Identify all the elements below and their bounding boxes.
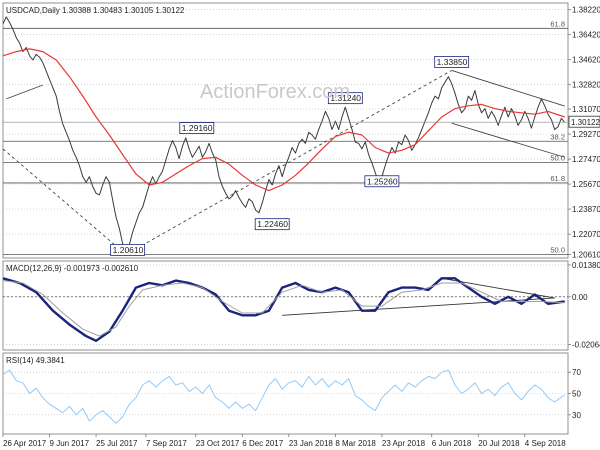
x-axis-tick-label: 9 Jun 2017 [50,439,90,448]
price-trend-line [6,84,44,100]
price-callout-label: 1.29160 [182,123,213,133]
rsi-panel-title: RSI(14) 49.3841 [6,356,65,365]
macd-ytick-label: 0.00 [572,293,588,302]
price-callout-label: 1.33850 [437,57,468,67]
price-callout-label: 1.31240 [330,93,361,103]
price-callout-box [179,122,215,134]
rsi-ytick-label: 30 [572,411,581,420]
fib-level-label: 38.2 [550,132,565,141]
current-price-label: 1.30122 [571,118,600,127]
macd-trend-line [282,297,555,316]
macd-ytick-label: -0.020648 [572,340,600,349]
price-ytick-label: 1.20610 [572,250,600,259]
price-callout-box [110,243,146,256]
price-ytick-label: 1.25670 [572,180,600,189]
x-axis-tick-label: 6 Dec 2017 [242,439,283,448]
price-ytick-label: 1.29270 [572,130,600,139]
price-callout-box [434,55,470,68]
fib-level-label: 61.8 [550,174,565,183]
price-panel-title: USDCAD,Daily 1.30388 1.30483 1.30105 1.3… [6,6,185,15]
price-trend-line [451,69,565,107]
x-axis-tick-label: 23 Apr 2018 [382,439,426,448]
x-axis-tick-label: 26 Apr 2017 [3,439,47,448]
price-callout-box [327,92,363,105]
x-axis-tick-label: 7 Sep 2017 [146,439,187,448]
x-axis-tick-label: 23 Oct 2017 [196,439,240,448]
price-ytick-label: 1.34620 [572,56,600,65]
fib-level-label: 61.8 [550,19,565,28]
macd-panel-frame [2,260,569,351]
rsi-series-line [2,369,565,424]
watermark: ActionForex.com [200,81,350,103]
rsi-ytick-label: 70 [572,368,581,377]
x-axis-tick-label: 4 Sep 2018 [525,439,566,448]
x-axis-tick-label: 6 Jun 2018 [432,439,472,448]
macd-ytick-label: 0.013802 [572,261,600,270]
price-ytick-label: 1.31070 [572,105,600,114]
price-trend-line [451,122,565,158]
macd-series-line [2,277,565,342]
macd-series-line [2,280,565,337]
price-callout-box [364,175,400,188]
price-callout-box [254,218,290,231]
x-axis-tick-label: 20 Jul 2018 [478,439,520,448]
x-axis-tick-label: 23 Jan 2018 [289,439,334,448]
fib-level-label: 50.0 [550,245,565,254]
price-panel-frame [2,2,569,259]
price-callout-label: 1.20610 [113,245,144,255]
current-price-box [568,115,600,128]
x-axis-tick-label: 25 Jul 2017 [96,439,138,448]
price-callout-label: 1.22460 [257,219,288,229]
price-ytick-label: 1.27470 [572,155,600,164]
price-trend-line [2,148,127,255]
price-ytick-label: 1.32820 [572,81,600,90]
fib-level-label: 50.0 [550,153,565,162]
price-ytick-label: 1.22070 [572,230,600,239]
price-ytick-label: 1.23870 [572,205,600,214]
price-series-line [2,16,566,253]
price-ytick-label: 1.38220 [572,6,600,15]
price-callout-label: 1.25260 [367,176,398,186]
x-axis-tick-label: 8 Mar 2018 [335,439,376,448]
price-ytick-label: 1.36420 [572,31,600,40]
price-series-line [2,48,565,192]
price-trend-line [125,70,452,255]
macd-panel-title: MACD(12,26,9) -0.001973 -0.002610 [6,264,139,273]
rsi-ytick-label: 50 [572,390,581,399]
